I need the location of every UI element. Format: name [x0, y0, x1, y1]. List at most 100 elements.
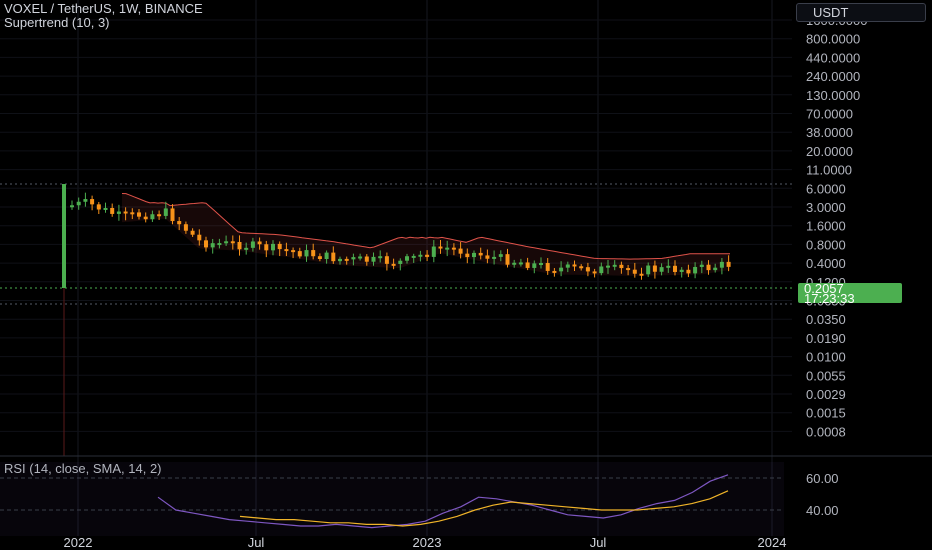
candle	[512, 262, 517, 265]
candle	[96, 204, 101, 210]
candle	[612, 264, 617, 267]
candle	[646, 265, 651, 275]
candle	[137, 212, 141, 217]
candle	[116, 211, 121, 214]
candle	[130, 212, 135, 215]
candle	[539, 263, 543, 266]
candle	[364, 256, 369, 262]
candle	[619, 264, 624, 269]
candle	[472, 252, 476, 258]
candle	[552, 270, 557, 273]
candle	[713, 267, 718, 271]
price-axis-label: 0.8000	[806, 237, 846, 252]
rsi-pane: 60.00 40.00	[0, 462, 839, 536]
candle	[639, 273, 644, 276]
candle	[458, 248, 463, 254]
candle	[626, 268, 631, 271]
candle	[391, 263, 396, 266]
candle	[666, 265, 671, 268]
candle	[384, 256, 389, 264]
candle	[344, 258, 349, 261]
candle	[157, 214, 162, 217]
price-axis-label: 0.0190	[806, 331, 846, 346]
price-axis-label: 440.0000	[806, 50, 860, 65]
candle	[358, 256, 363, 259]
price-axis-label: 0.0055	[806, 368, 846, 383]
candle	[70, 205, 74, 208]
candles	[62, 184, 731, 456]
price-axis-label: 0.0350	[806, 312, 846, 327]
time-axis-label: Jul	[248, 535, 265, 550]
candle	[204, 240, 208, 248]
candle	[699, 264, 704, 267]
last-price-tag: 0.2057 17:23:33	[798, 282, 902, 306]
candle	[405, 256, 409, 261]
candle	[719, 261, 724, 268]
candle	[210, 243, 215, 248]
candle	[237, 241, 242, 250]
grid-lines	[0, 0, 792, 536]
candle	[170, 208, 175, 222]
price-axis-label: 130.0000	[806, 88, 860, 103]
indicator-legend[interactable]: Supertrend (10, 3)	[4, 15, 110, 30]
candle	[338, 258, 342, 262]
currency-button[interactable]: USDT	[796, 3, 926, 22]
price-axis-label: 240.0000	[806, 69, 860, 84]
candle	[230, 241, 235, 244]
candle	[693, 266, 698, 274]
candle	[76, 201, 81, 206]
candle	[572, 264, 577, 267]
candle	[398, 260, 403, 264]
candle	[498, 254, 503, 257]
candle	[411, 255, 416, 258]
price-axis-label: 11.0000	[806, 163, 852, 178]
candle	[679, 269, 684, 272]
time-axis-label: 2022	[64, 535, 93, 550]
price-axis-label: 0.0029	[806, 387, 846, 402]
candle	[659, 267, 664, 272]
price-axis-label: 70.0000	[806, 107, 853, 122]
candle	[197, 234, 202, 241]
candle	[632, 269, 637, 274]
candle	[726, 261, 731, 267]
candle	[652, 265, 657, 272]
candle	[351, 257, 356, 260]
price-axis-label: 0.0100	[806, 350, 846, 365]
candle	[244, 247, 249, 250]
candle	[585, 267, 590, 272]
candle	[271, 243, 275, 251]
symbol-legend[interactable]: VOXEL / TetherUS, 1W, BINANCE	[4, 1, 203, 16]
candle	[445, 247, 450, 250]
candle	[224, 241, 229, 244]
candle	[163, 208, 168, 216]
candle	[324, 252, 329, 260]
candle	[304, 250, 309, 257]
candle	[565, 264, 570, 268]
candle	[465, 253, 470, 258]
candle	[418, 254, 423, 257]
candle	[525, 262, 530, 268]
candle	[183, 224, 188, 231]
rsi-legend[interactable]: RSI (14, close, SMA, 14, 2)	[4, 461, 162, 476]
candle	[371, 256, 376, 262]
candle	[425, 254, 430, 257]
candle	[431, 246, 436, 257]
price-axis-label: 1.6000	[806, 219, 846, 234]
candle	[257, 241, 262, 245]
candle	[592, 271, 597, 274]
candle	[599, 266, 604, 274]
candle	[378, 256, 383, 259]
candle	[284, 249, 289, 252]
candle	[291, 250, 296, 253]
time-axis-label: 2024	[758, 535, 787, 550]
axes: 1600.0000800.0000440.0000240.0000130.000…	[0, 13, 932, 550]
candle	[492, 256, 497, 259]
price-axis-label: 0.0008	[806, 424, 846, 439]
price-axis-label: 6.0000	[806, 181, 846, 196]
candle	[532, 263, 537, 268]
candle	[505, 254, 510, 265]
candle	[485, 255, 490, 259]
candle	[83, 199, 88, 202]
bar-countdown: 17:23:33	[804, 291, 855, 306]
